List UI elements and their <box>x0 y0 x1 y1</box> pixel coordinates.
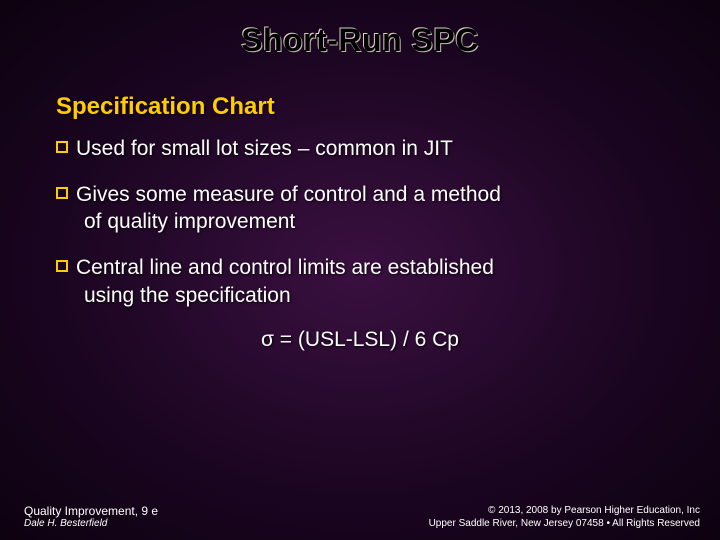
footer-author: Dale H. Besterfield <box>24 518 158 530</box>
square-bullet-icon <box>56 260 68 272</box>
bullet-text: Used for small lot sizes – common in JIT <box>76 137 453 160</box>
footer-copyright: © 2013, 2008 by Pearson Higher Education… <box>429 504 700 517</box>
bullet-text-cont: of quality improvement <box>84 208 664 236</box>
footer-right: © 2013, 2008 by Pearson Higher Education… <box>429 504 700 530</box>
square-bullet-icon <box>56 187 68 199</box>
bullet-text: Central line and control limits are esta… <box>76 256 494 279</box>
footer-left: Quality Improvement, 9 e Dale H. Besterf… <box>24 504 158 530</box>
bullet-text-cont: using the specification <box>84 282 664 310</box>
footer-book-title: Quality Improvement, 9 e <box>24 504 158 518</box>
bullet-text: Gives some measure of control and a meth… <box>76 183 501 206</box>
slide-footer: Quality Improvement, 9 e Dale H. Besterf… <box>0 504 720 530</box>
slide-title: Short-Run SPC <box>0 0 720 59</box>
bullet-item: Used for small lot sizes – common in JIT <box>56 135 664 163</box>
footer-address: Upper Saddle River, New Jersey 07458 • A… <box>429 517 700 530</box>
bullet-list: Used for small lot sizes – common in JIT… <box>56 135 664 352</box>
square-bullet-icon <box>56 141 68 153</box>
bullet-item: Gives some measure of control and a meth… <box>56 181 664 236</box>
bullet-item: Central line and control limits are esta… <box>56 254 664 309</box>
formula-text: σ = (USL-LSL) / 6 Cp <box>56 328 664 352</box>
slide-subtitle: Specification Chart <box>56 93 720 121</box>
